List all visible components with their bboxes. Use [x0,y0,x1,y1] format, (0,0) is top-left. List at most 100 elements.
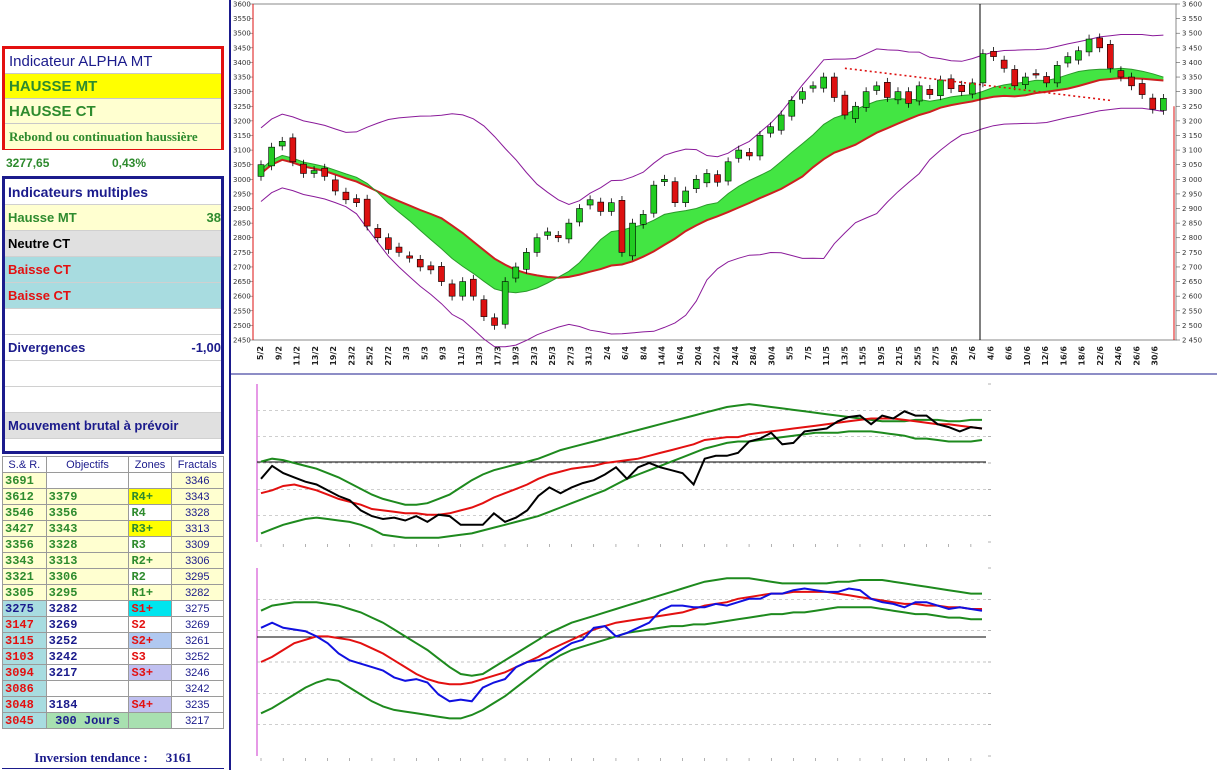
left-tick-label: 2550 [233,307,251,315]
oscillator-chart-2 [256,567,991,761]
candle-body [799,91,806,100]
y-tick-label: 3 450 [1182,44,1202,52]
multiples-row: Baisse CT [5,257,221,283]
zone-cell: R3 [128,536,172,553]
sr-cell: 3612 [2,488,47,505]
objective-cell [45,472,130,489]
plot-area [252,3,1177,341]
x-tick-label: 4/6 [986,346,995,360]
candle-body [915,85,923,102]
sr-cell: 3356 [2,536,47,553]
candle-body [873,85,881,91]
candle-body [395,246,403,253]
left-tick-label: 3450 [233,44,251,52]
candle-body [1096,37,1103,49]
candle-body [629,222,636,257]
inversion-line: Inversion tendance : 3161 [2,748,224,769]
inversion-value: 3161 [165,750,192,765]
x-tick-label: 20/4 [694,346,703,366]
candle-body [1128,76,1135,87]
candle-body [1053,65,1061,84]
x-tick-label: 22/6 [1096,346,1105,366]
candle-body [438,266,445,282]
candle-body [512,266,520,279]
objective-cell: 3379 [45,488,130,505]
y-tick-label: 3 600 [1182,1,1202,9]
candle-body [937,79,944,97]
levels-row: 3343 3313 R2+ 3306 [2,552,225,569]
sr-cell: 3321 [2,568,47,585]
zone-cell: R2+ [128,552,172,569]
candle-body [544,231,551,236]
col-header-sr: S.& R. [2,456,47,473]
levels-row: 3305 3295 R1+ 3282 [2,584,225,601]
sr-cell: 3103 [2,648,47,665]
multiples-row [5,361,221,387]
y-tick-label: 2 700 [1182,263,1202,271]
multiples-label: Neutre CT [8,236,71,251]
candle-body [788,100,796,117]
candle-body [268,146,275,167]
objective-cell: 3242 [45,648,130,665]
candle-body [735,149,743,159]
y-tick-label: 2 950 [1182,190,1202,198]
candle-body [777,114,785,131]
x-tick-label: 27/2 [384,346,393,366]
oscillator-chart-1 [256,383,991,547]
fractal-cell: 3346 [170,472,225,489]
y-tick-label: 3 400 [1182,59,1202,67]
multiples-title: Indicateurs multiples [5,179,221,205]
objective-cell [45,680,130,697]
oscillator-line [260,410,983,526]
candle-body [894,91,902,101]
x-tick-label: 19/2 [329,346,338,366]
candle-body [1022,76,1029,85]
candle-body [501,281,509,325]
objective-cell: 3269 [45,616,130,633]
left-tick-label: 3200 [233,117,251,125]
zone-cell: S4+ [128,696,172,713]
x-tick-label: 10/6 [1023,346,1032,366]
candle-body [470,278,477,297]
candle-body [852,105,859,119]
objective-cell: 3356 [45,504,130,521]
x-tick-label: 16/4 [676,346,685,366]
candle-body [459,281,467,297]
multiples-label: Divergences [8,340,86,355]
multiples-value: 38 [206,210,221,225]
candle-body [406,255,413,259]
candle-body [1000,59,1008,69]
x-tick-label: 28/4 [749,346,758,366]
left-tick-label: 3600 [233,1,251,9]
sr-cell: 3094 [2,664,47,681]
sr-cell: 3427 [2,520,47,537]
candle-body [427,265,435,271]
candle-body [576,208,583,223]
candle-body [968,82,976,95]
x-tick-label: 7/5 [804,346,813,360]
zone-cell: R2 [128,568,172,585]
multiples-label: Hausse MT [8,210,77,225]
sr-cell: 3305 [2,584,47,601]
fractal-cell: 3261 [170,632,225,649]
y-tick-label: 3 050 [1182,161,1202,169]
levels-row: 3045 300 Jours 3217 [2,712,225,729]
candle-body [1085,38,1093,53]
x-tick-label: 14/4 [658,346,667,366]
x-tick-label: 22/4 [713,346,722,366]
objective-cell: 3184 [45,696,130,713]
candle-body [746,152,753,157]
y-tick-label: 2 650 [1182,278,1202,286]
multiples-row: Divergences -1,00 [5,335,221,361]
inversion-label: Inversion tendance : [34,750,148,765]
oscillator-line [260,577,982,677]
zone-cell: R4+ [128,488,172,505]
candle-body [491,317,498,326]
candle-body [416,259,424,268]
candle-body [257,164,265,177]
candle-body [756,135,764,157]
levels-row: 3612 3379 R4+ 3343 [2,488,225,505]
y-tick-label: 2 750 [1182,249,1202,257]
left-tick-label: 3050 [233,161,251,169]
fractal-cell: 3275 [170,600,225,617]
